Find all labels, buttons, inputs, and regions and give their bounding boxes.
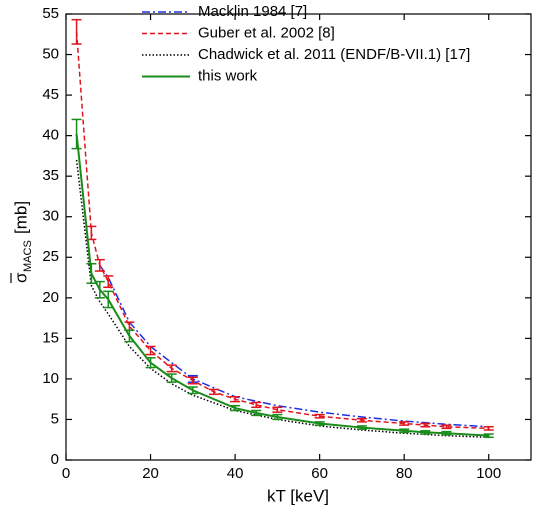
- error-bar: [166, 364, 177, 373]
- x-tick-label: 40: [227, 465, 244, 482]
- legend-label: Chadwick et al. 2011 (ENDF/B-VII.1) [17]: [198, 46, 470, 63]
- error-bar: [356, 425, 367, 430]
- error-bar: [314, 421, 325, 426]
- error-bar: [187, 376, 198, 385]
- error-bar: [420, 430, 431, 435]
- legend-label: Macklin 1984 [7]: [198, 3, 307, 20]
- error-bar: [272, 406, 283, 413]
- series-line: [75, 31, 489, 430]
- y-tick-label: 50: [42, 46, 59, 63]
- y-tick-label: 15: [42, 329, 59, 346]
- error-bar: [145, 345, 156, 356]
- error-bar: [145, 357, 156, 369]
- error-bar: [208, 388, 219, 396]
- error-bar: [420, 422, 431, 428]
- x-tick-label: 80: [396, 465, 413, 482]
- y-label-subscript: MACS: [22, 240, 34, 272]
- error-bar: [441, 424, 452, 430]
- error-bar: [71, 18, 82, 45]
- series-line: [75, 133, 489, 437]
- error-bar: [86, 263, 97, 284]
- y-tick-label: 45: [42, 86, 59, 103]
- y-tick-label: 25: [42, 248, 59, 265]
- y-tick-label: 35: [42, 167, 59, 184]
- error-bar: [441, 430, 452, 436]
- error-bar: [124, 329, 135, 343]
- y-tick-label: 5: [51, 410, 59, 427]
- y-tick-label: 0: [51, 451, 59, 468]
- y-tick-label: 30: [42, 208, 59, 225]
- error-bar: [251, 409, 262, 417]
- error-bar: [251, 401, 262, 409]
- x-tick-label: 100: [476, 465, 501, 482]
- error-bar: [166, 373, 177, 383]
- y-tick-label: 40: [42, 127, 59, 144]
- x-tick-label: 20: [142, 465, 159, 482]
- error-bar: [71, 118, 82, 150]
- x-tick-label: 0: [62, 465, 70, 482]
- error-bar: [314, 413, 325, 419]
- x-tick-label: 60: [311, 465, 328, 482]
- legend-label: this work: [198, 67, 258, 84]
- error-bar: [230, 404, 241, 412]
- y-label-unit: [mb]: [11, 201, 30, 234]
- error-bar: [399, 421, 410, 426]
- y-tick-label: 20: [42, 289, 59, 306]
- y-tick-label: 10: [42, 370, 59, 387]
- y-tick-label: 55: [42, 5, 59, 22]
- error-bar: [94, 280, 105, 299]
- error-bar: [483, 433, 494, 439]
- x-axis-label: kT [keV]: [267, 486, 329, 505]
- error-bar: [103, 275, 114, 289]
- error-bar: [230, 395, 241, 403]
- y-axis-label: σ MACS [mb]: [10, 201, 34, 283]
- error-bar: [399, 428, 410, 434]
- error-bar: [272, 413, 283, 421]
- y-label-symbol: σ: [11, 272, 30, 283]
- error-bar: [187, 386, 198, 395]
- error-bar: [94, 258, 105, 272]
- plot-frame: [65, 13, 532, 461]
- error-bar: [356, 417, 367, 423]
- series-line: [75, 159, 489, 439]
- series-line: [99, 264, 489, 428]
- error-bar: [483, 426, 494, 431]
- legend-label: Guber et al. 2002 [8]: [198, 24, 335, 41]
- error-bar: [103, 290, 114, 309]
